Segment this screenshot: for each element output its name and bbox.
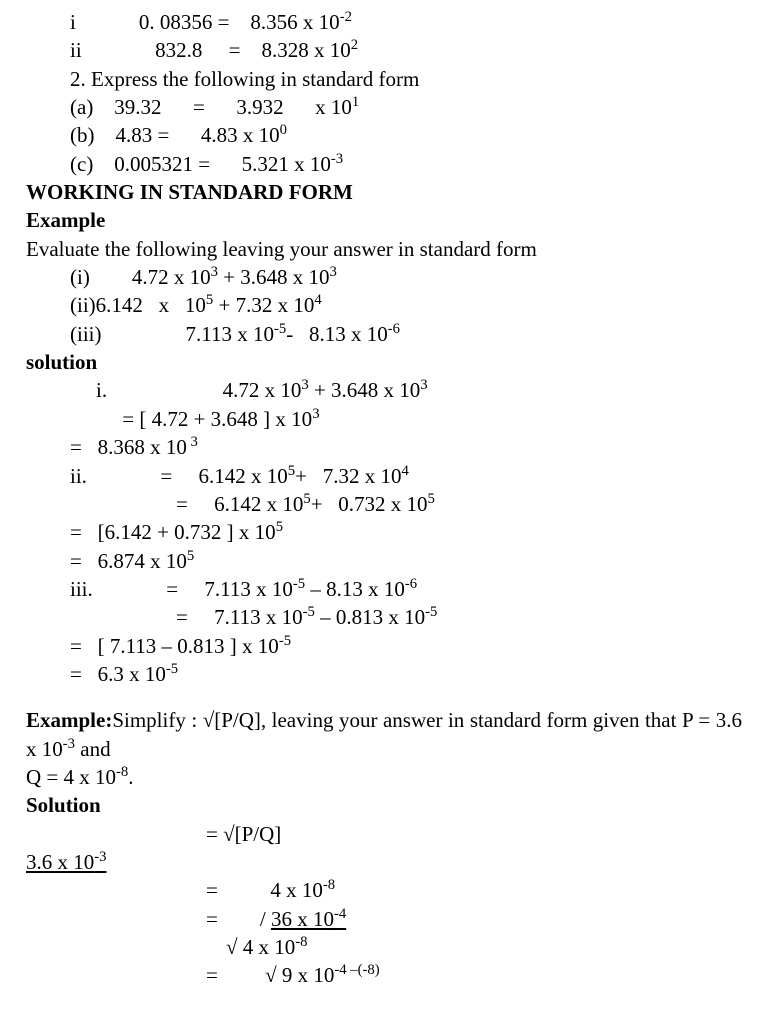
sol-ii-l1: ii. = 6.142 x 105+ 7.32 x 104 (26, 462, 742, 490)
q2-b: (b) 4.83 = 4.83 x 100 (26, 121, 742, 149)
line-i: i 0. 08356 = 8.356 x 10-2 (26, 8, 742, 36)
example-label: Example (26, 206, 742, 234)
sol-iii-l4: = 6.3 x 10-5 (26, 660, 742, 688)
sol-iii-l1: iii. = 7.113 x 10-5 – 8.13 x 10-6 (26, 575, 742, 603)
sol-i-l2: = [ 4.72 + 3.648 ] x 103 (26, 405, 742, 433)
example-intro: Evaluate the following leaving your answ… (26, 235, 742, 263)
q2-a: (a) 39.32 = 3.932 x 101 (26, 93, 742, 121)
line-ii: ii 832.8 = 8.328 x 102 (26, 36, 742, 64)
spacer (26, 688, 742, 706)
q2-c: (c) 0.005321 = 5.321 x 10-3 (26, 150, 742, 178)
ex2-l4: √ 4 x 10-8 (26, 933, 742, 961)
ex-i: (i) 4.72 x 103 + 3.648 x 103 (26, 263, 742, 291)
sol-i-l3: = 8.368 x 10 3 (26, 433, 742, 461)
example2-intro: Example:Simplify : √[P/Q], leaving your … (26, 706, 742, 763)
example2-intro-line2: Q = 4 x 10-8. (26, 763, 742, 791)
sol-i-l1: i. 4.72 x 103 + 3.648 x 103 (26, 376, 742, 404)
ex2-p: 3.6 x 10-3 (26, 848, 742, 876)
question-2: 2. Express the following in standard for… (26, 65, 742, 93)
ex2-l1: = √[P/Q] (26, 820, 742, 848)
ex-iii: (iii) 7.113 x 10-5- 8.13 x 10-6 (26, 320, 742, 348)
solution-label: solution (26, 348, 742, 376)
section-heading: WORKING IN STANDARD FORM (26, 178, 742, 206)
ex2-l2: = 4 x 10-8 (26, 876, 742, 904)
solution2-label: Solution (26, 791, 742, 819)
sol-iii-l2: = 7.113 x 10-5 – 0.813 x 10-5 (26, 603, 742, 631)
ex2-l5: = √ 9 x 10-4 –(-8) (26, 961, 742, 989)
sol-ii-l4: = 6.874 x 105 (26, 547, 742, 575)
ex2-l3: = / 36 x 10-4 (26, 905, 742, 933)
ex-ii: (ii)6.142 x 105 + 7.32 x 104 (26, 291, 742, 319)
sol-ii-l2: = 6.142 x 105+ 0.732 x 105 (26, 490, 742, 518)
sol-iii-l3: = [ 7.113 – 0.813 ] x 10-5 (26, 632, 742, 660)
sol-ii-l3: = [6.142 + 0.732 ] x 105 (26, 518, 742, 546)
